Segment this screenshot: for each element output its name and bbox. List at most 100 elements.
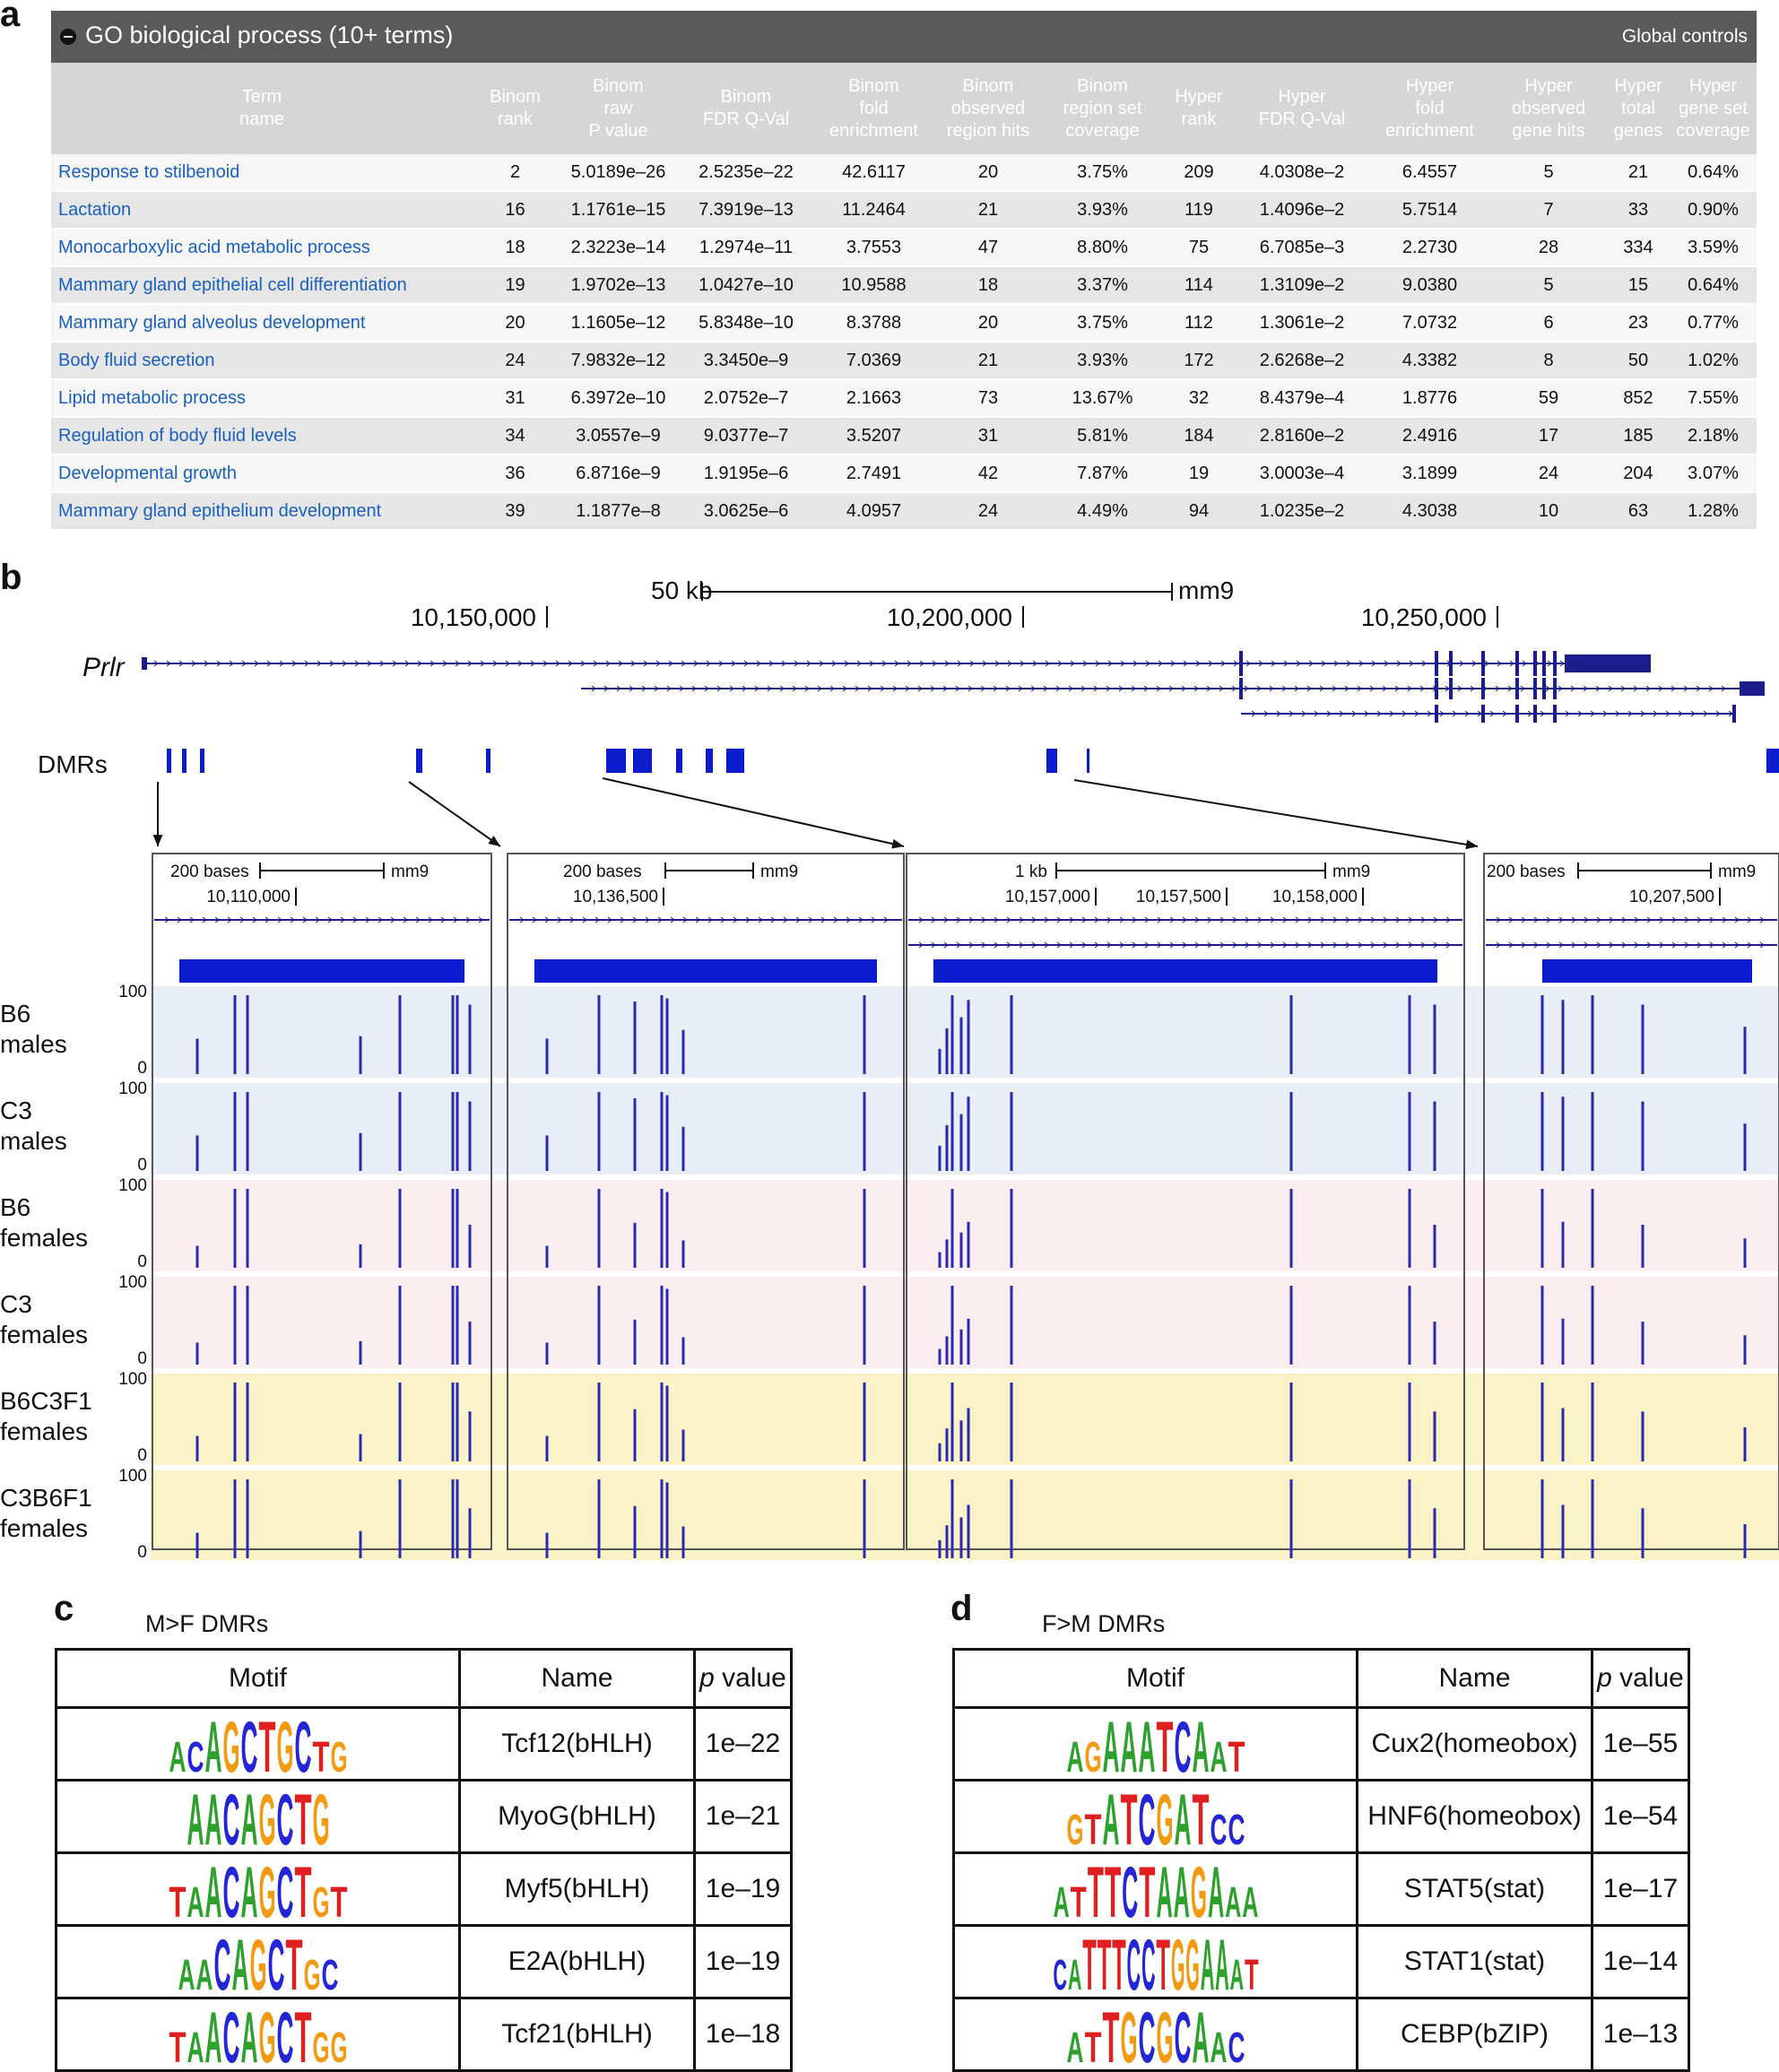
- logo-letter: A: [178, 1951, 195, 1991]
- zoom-scale-label: 200 bases: [170, 863, 249, 881]
- strand-arrow: [731, 660, 736, 667]
- column-header[interactable]: Binom rank: [473, 63, 558, 154]
- go-term-link[interactable]: Lipid metabolic process: [51, 379, 473, 418]
- strand-arrow: [858, 916, 863, 923]
- go-term-link[interactable]: Mammary gland alveolus development: [51, 304, 473, 342]
- global-controls-link[interactable]: Global controls: [1621, 26, 1748, 47]
- column-header[interactable]: Hyper fold enrichment: [1369, 63, 1490, 154]
- strand-arrow: [377, 916, 383, 923]
- motif-p-value: 1e–21: [693, 1779, 793, 1854]
- strand-arrow: [1281, 685, 1287, 692]
- go-term-link[interactable]: Monocarboxylic acid metabolic process: [51, 229, 473, 267]
- logo-letter: T: [294, 1860, 311, 1919]
- go-term-link[interactable]: Mammary gland epithelium development: [51, 492, 473, 531]
- exon-block: [1449, 651, 1453, 676]
- dmr-block: [706, 749, 713, 773]
- column-header[interactable]: Binom observed region hits: [934, 63, 1042, 154]
- table-cell: 1.3109e–2: [1235, 266, 1369, 305]
- go-term-link[interactable]: Lactation: [51, 191, 473, 230]
- logo-letter: G: [1066, 1806, 1083, 1846]
- go-term-link[interactable]: Body fluid secretion: [51, 342, 473, 380]
- strand-arrow: [931, 916, 936, 923]
- strand-arrow: [1521, 941, 1526, 949]
- zoom-panel: [906, 853, 1465, 1550]
- table-cell: 5.7514: [1369, 191, 1490, 230]
- exon-block: [1740, 681, 1765, 696]
- motif-p-value: 1e–54: [1591, 1779, 1690, 1854]
- pvalue-column-header: p value: [1591, 1648, 1690, 1709]
- table-cell: 15: [1607, 266, 1670, 305]
- strand-arrow: [365, 916, 370, 923]
- logo-letter: C: [321, 1951, 338, 1991]
- strand-arrow: [1370, 941, 1375, 949]
- strand-arrow: [1697, 916, 1702, 923]
- column-header[interactable]: Binom raw P value: [558, 63, 679, 154]
- strand-arrow: [643, 660, 648, 667]
- column-header[interactable]: Term name: [51, 63, 473, 154]
- column-header[interactable]: Binom FDR Q-Val: [679, 63, 813, 154]
- strand-arrow: [327, 916, 333, 923]
- logo-letter: T: [294, 2005, 311, 2064]
- dmr-block: [633, 749, 652, 773]
- zoom-assembly-label: mm9: [760, 863, 798, 881]
- go-term-link[interactable]: Regulation of body fluid levels: [51, 417, 473, 455]
- strand-arrow: [1344, 685, 1349, 692]
- collapse-icon[interactable]: [60, 29, 76, 45]
- column-header[interactable]: Hyper rank: [1163, 63, 1235, 154]
- strand-arrow: [1044, 941, 1049, 949]
- strand-arrow: [202, 916, 207, 923]
- column-header[interactable]: Hyper gene set coverage: [1670, 63, 1757, 154]
- logo-letter: G: [312, 1878, 329, 1919]
- table-cell: 3.37%: [1042, 266, 1163, 305]
- strand-arrow: [1282, 941, 1288, 949]
- column-header[interactable]: Hyper observed gene hits: [1490, 63, 1607, 154]
- strand-arrow: [291, 660, 297, 667]
- strand-arrow: [1358, 916, 1363, 923]
- table-cell: 21: [1607, 154, 1670, 192]
- table-row: Developmental growth 36 6.8716e–9 1.9195e–6…: [51, 455, 1757, 493]
- go-term-link[interactable]: Mammary gland epithelial cell differenti…: [51, 266, 473, 305]
- strand-arrow: [1459, 660, 1464, 667]
- strand-arrow: [693, 660, 699, 667]
- exon-block: [1481, 705, 1485, 723]
- table-cell: 1.9702e–13: [558, 266, 679, 305]
- column-header-line: rank: [498, 109, 533, 129]
- strand-arrow: [679, 685, 684, 692]
- strand-arrow: [942, 685, 948, 692]
- table-cell: 3.93%: [1042, 342, 1163, 380]
- strand-arrow: [756, 660, 761, 667]
- strand-arrow: [1339, 710, 1344, 717]
- go-term-link[interactable]: Developmental growth: [51, 455, 473, 493]
- logo-letter: C: [267, 1932, 284, 1991]
- strand-arrow: [530, 660, 535, 667]
- arrow-head: [1465, 839, 1478, 850]
- track-min-label: 0: [137, 1446, 147, 1465]
- logo-letter: G: [303, 1951, 320, 1991]
- strand-arrow: [555, 660, 560, 667]
- column-header[interactable]: Hyper total genes: [1607, 63, 1670, 154]
- strand-arrow: [1570, 685, 1575, 692]
- table-cell: 1.1877e–8: [558, 492, 679, 531]
- strand-arrow: [1394, 685, 1400, 692]
- strand-arrow: [869, 660, 874, 667]
- column-header[interactable]: Binom region set coverage: [1042, 63, 1163, 154]
- go-term-link[interactable]: Response to stilbenoid: [51, 154, 473, 192]
- scale-bar-label: 50 kb: [651, 577, 713, 604]
- column-header[interactable]: Hyper FDR Q-Val: [1235, 63, 1369, 154]
- column-header[interactable]: Binom fold enrichment: [813, 63, 934, 154]
- strand-arrow: [1509, 660, 1514, 667]
- zoom-dmr-bar: [179, 959, 464, 983]
- pvalue-column-header: p value: [693, 1648, 793, 1709]
- exon-block: [142, 657, 147, 670]
- strand-arrow: [1182, 941, 1187, 949]
- logo-letter: G: [1156, 1787, 1173, 1846]
- table-cell: 3.75%: [1042, 304, 1163, 342]
- table-cell: 8.3788: [813, 304, 934, 342]
- strand-arrow: [453, 916, 458, 923]
- strand-arrow: [1207, 941, 1212, 949]
- strand-arrow: [1546, 916, 1551, 923]
- strand-arrow: [1345, 916, 1350, 923]
